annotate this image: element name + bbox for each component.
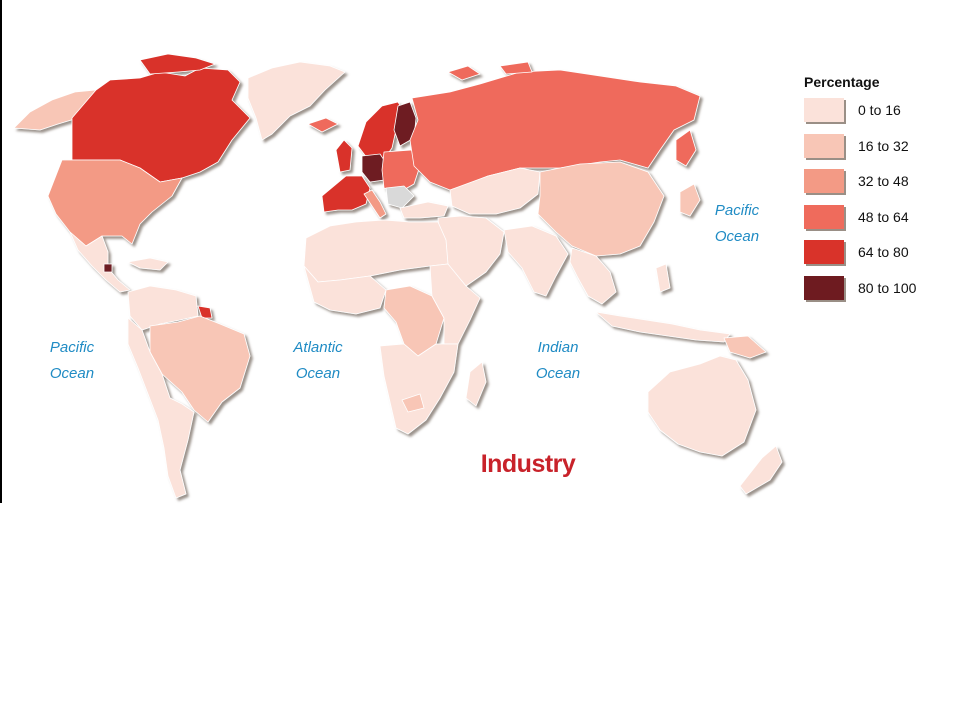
frame-rule <box>0 0 2 503</box>
legend-label: 0 to 16 <box>858 102 901 118</box>
region-central-america-highlight <box>103 263 113 273</box>
region-usa <box>47 159 183 247</box>
region-guianas <box>197 305 213 319</box>
region-colombia-venezuela <box>127 285 199 331</box>
ocean-suffix: Ocean <box>535 365 581 382</box>
region-russia <box>409 69 701 191</box>
region-balkans <box>385 185 415 209</box>
region-new-zealand <box>739 445 783 495</box>
legend-title: Percentage <box>804 74 880 90</box>
region-france-iberia <box>321 175 371 213</box>
legend: Percentage 0 to 16 16 to 32 32 to 48 48 … <box>804 74 954 311</box>
region-southeast-asia <box>569 247 617 305</box>
legend-swatch <box>804 204 844 229</box>
legend-item: 16 to 32 <box>804 133 954 170</box>
region-south-africa-highlight <box>401 393 425 413</box>
region-new-guinea <box>723 335 767 359</box>
region-kamchatka <box>675 129 697 167</box>
region-greenland <box>247 61 346 141</box>
region-east-africa <box>429 263 481 345</box>
legend-label: 32 to 48 <box>858 173 909 189</box>
legend-label: 80 to 100 <box>858 279 917 296</box>
ocean-suffix: Ocean <box>49 365 95 382</box>
region-japan <box>679 183 701 217</box>
legend-swatch <box>804 98 844 122</box>
region-madagascar <box>465 361 487 407</box>
ocean-name: Indian <box>537 339 579 356</box>
legend-item: 48 to 64 <box>804 204 954 241</box>
legend-label: 64 to 80 <box>858 244 909 260</box>
legend-item: 0 to 16 <box>804 98 954 134</box>
ocean-name: Pacific <box>49 339 95 356</box>
region-southern-africa <box>379 343 459 435</box>
legend-item: 64 to 80 <box>804 240 954 276</box>
region-andes <box>127 317 195 499</box>
legend-swatch <box>804 240 844 264</box>
region-brazil <box>149 315 251 423</box>
world-choropleth-map <box>13 53 783 499</box>
region-iceland <box>307 117 339 133</box>
region-uk <box>335 139 353 173</box>
region-philippines <box>655 263 671 293</box>
region-mexico <box>69 231 131 293</box>
region-north-africa <box>303 219 449 283</box>
legend-label: 48 to 64 <box>858 208 909 225</box>
ocean-label-indian: Indian Ocean <box>513 335 603 387</box>
ocean-suffix: Ocean <box>295 365 341 382</box>
region-china <box>537 161 665 257</box>
region-caribbean <box>127 257 169 271</box>
map-title: Industry <box>480 450 576 478</box>
legend-item: 32 to 48 <box>804 169 954 205</box>
region-arctic-islands-russia <box>447 61 533 81</box>
ocean-label-pacific-east: Pacific Ocean <box>692 198 782 250</box>
ocean-name: Pacific <box>714 202 760 219</box>
legend-item: 80 to 100 <box>804 275 954 312</box>
legend-swatch <box>804 133 844 158</box>
region-italy <box>363 189 387 219</box>
ocean-suffix: Ocean <box>714 228 760 245</box>
ocean-name: Atlantic <box>293 339 343 356</box>
ocean-label-atlantic: Atlantic Ocean <box>273 335 363 387</box>
legend-label: 16 to 32 <box>858 137 909 154</box>
region-australia <box>647 355 757 457</box>
legend-swatch <box>804 275 844 300</box>
region-turkey <box>399 201 449 219</box>
legend-swatch <box>804 169 844 193</box>
region-central-asia <box>449 167 541 215</box>
region-india <box>503 225 569 297</box>
ocean-label-pacific-west: Pacific Ocean <box>27 335 117 387</box>
legend-items: 0 to 16 16 to 32 32 to 48 48 to 64 64 to… <box>804 98 954 311</box>
region-canada-arctic-islands <box>139 53 216 75</box>
region-indonesia <box>595 311 731 343</box>
region-west-africa <box>303 265 387 315</box>
